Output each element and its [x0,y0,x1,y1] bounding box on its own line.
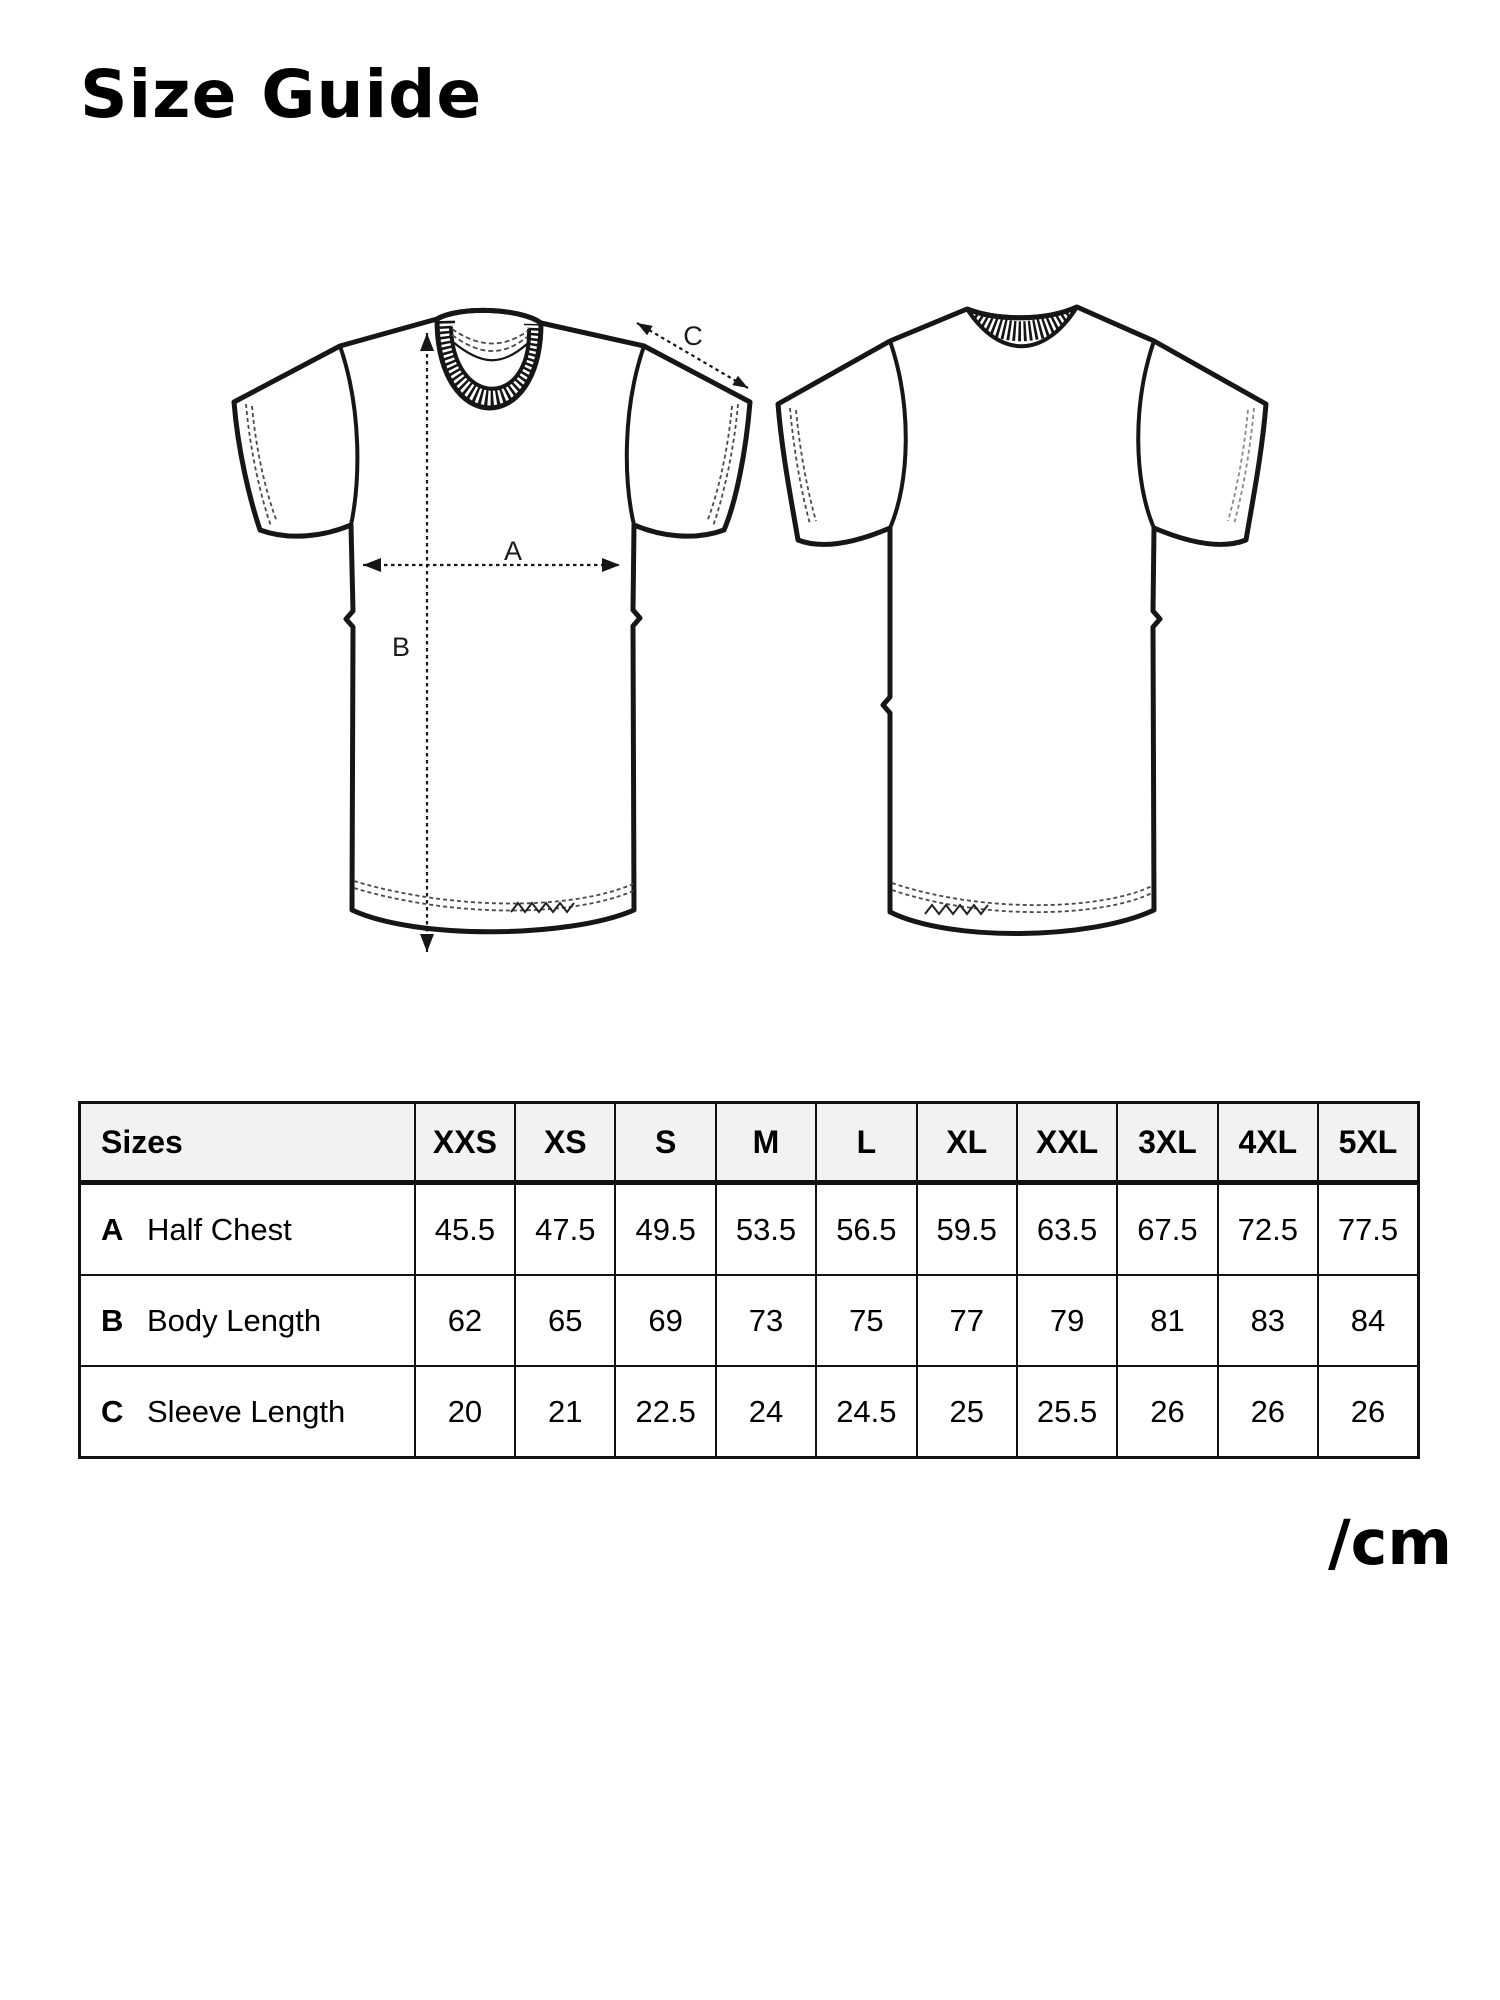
cell: 20 [413,1365,517,1459]
back-hem-stitch-2 [891,889,1153,913]
back-hem-label-mark [924,903,989,916]
front-shirt-outline [231,307,753,935]
cell: 24.5 [815,1365,918,1459]
cell: 63.5 [1015,1181,1119,1276]
cell: 77.5 [1316,1181,1420,1276]
measure-b-arrow-top [420,333,434,351]
cell: 49.5 [614,1181,717,1276]
cell: 26 [1216,1365,1319,1459]
table-row-sleeve-length: C Sleeve Length 20 21 22.5 24 24.5 25 25.… [78,1365,1420,1459]
cell: 84 [1316,1274,1420,1367]
front-shirt [231,307,753,935]
header-xs: XS [514,1101,617,1185]
front-collar-outer-edge [434,318,544,411]
cell: 26 [1116,1365,1219,1459]
header-5xl: 5XL [1316,1101,1420,1185]
table-row-half-chest: A Half Chest 45.5 47.5 49.5 53.5 56.5 59.… [78,1181,1420,1276]
size-diagram: A B C [231,304,1269,952]
front-hem-stitch-2 [353,887,634,912]
front-right-cuff-stitch-2 [706,405,733,523]
row-label-half-chest: A Half Chest [78,1181,416,1276]
back-neck-seam [452,341,528,362]
back-neck-stitch-2 [451,334,528,352]
header-xxl: XXL [1015,1101,1119,1185]
front-right-armhole-seam [624,345,646,526]
back-left-armhole-seam [888,340,908,529]
cell: 26 [1316,1365,1420,1459]
front-collar-top-edge [435,307,543,326]
table-header-row: Sizes XXS XS S M L XL XXL 3XL 4XL 5XL [78,1101,1420,1185]
header-m: M [714,1101,818,1185]
cell: 45.5 [413,1181,517,1276]
measure-a-label: A [504,536,522,566]
cell: 22.5 [614,1365,717,1459]
cell: 75 [815,1274,918,1367]
cell: 56.5 [815,1181,918,1276]
front-left-cuff-stitch-1 [245,403,272,527]
header-xxs: XXS [413,1101,517,1185]
front-left-armhole-seam [338,345,360,526]
measure-a-arrow-left [363,558,381,572]
front-hem-stitch-1 [353,880,634,905]
measure-c-arrow-left [637,323,653,336]
cell: 69 [614,1274,717,1367]
back-right-cuff-stitch-1 [1233,407,1255,525]
cell: 65 [514,1274,617,1367]
row-label-body-length: B Body Length [78,1274,416,1367]
cell: 62 [413,1274,517,1367]
measure-c-label: C [683,321,703,351]
measure-c-arrow-right [732,375,748,388]
cell: 59.5 [915,1181,1018,1276]
back-right-armhole-seam [1136,340,1156,529]
page-title: Size Guide [80,56,483,133]
back-hem-stitch-1 [891,882,1153,906]
back-shirt [775,304,1269,937]
cell: 25 [915,1365,1018,1459]
back-neck-stitch-1 [451,328,529,345]
back-left-cuff-stitch-1 [789,407,811,525]
measurement-annotations: A B C [363,321,749,952]
front-neck-opening [451,319,530,389]
cell: 77 [915,1274,1018,1367]
front-hem-label-mark [510,901,575,914]
measure-c-line [636,322,749,389]
header-3xl: 3XL [1116,1101,1219,1185]
header-xl: XL [915,1101,1018,1185]
back-collar-bottom-edge [965,305,1079,349]
table-row-body-length: B Body Length 62 65 69 73 75 77 79 81 83 … [78,1274,1420,1367]
cell: 83 [1216,1274,1319,1367]
cell: 21 [514,1365,617,1459]
front-right-cuff-stitch-1 [712,403,739,527]
cell: 67.5 [1116,1181,1219,1276]
unit-label: /cm [1328,1506,1452,1579]
cell: 81 [1116,1274,1219,1367]
cell: 53.5 [714,1181,818,1276]
cell: 25.5 [1015,1365,1119,1459]
cell: 79 [1015,1274,1119,1367]
header-l: L [815,1101,918,1185]
cell: 24 [714,1365,818,1459]
cell: 47.5 [514,1181,617,1276]
header-sizes: Sizes [78,1101,416,1185]
row-label-sleeve-length: C Sleeve Length [78,1365,416,1459]
measure-a-arrow-right [602,558,620,572]
header-s: S [614,1101,717,1185]
back-shirt-outline [775,304,1269,937]
measure-b-arrow-bottom [420,934,434,952]
measure-b-label: B [392,632,410,662]
cell: 73 [714,1274,818,1367]
front-collar-inner-edge [449,326,532,391]
header-4xl: 4XL [1216,1101,1319,1185]
cell: 72.5 [1216,1181,1319,1276]
front-left-cuff-stitch-2 [251,405,278,523]
back-collar-top-edge [966,304,1079,321]
